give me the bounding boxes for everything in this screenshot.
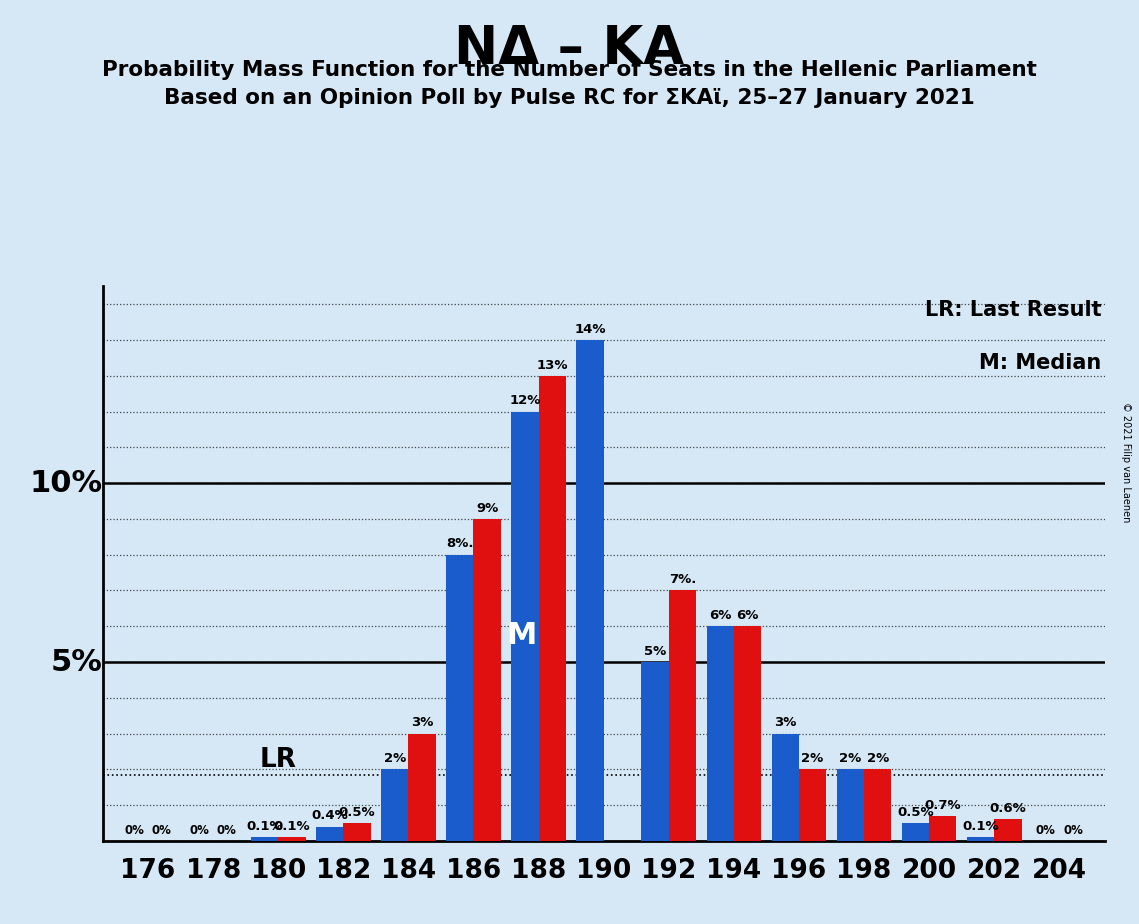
Text: 0.5%: 0.5% [898,806,934,819]
Text: LR: LR [260,747,297,772]
Text: 2%: 2% [802,752,823,765]
Text: 0.7%: 0.7% [925,798,961,811]
Text: M: M [507,621,536,650]
Text: 0%: 0% [1063,823,1083,836]
Text: 7%.: 7%. [669,573,696,586]
Bar [837,770,865,841]
Bar [865,770,892,841]
Bar [251,837,278,841]
Bar [343,823,370,841]
Text: M: Median: M: Median [980,353,1101,373]
Text: 9%: 9% [476,502,498,515]
Text: 0%: 0% [189,823,210,836]
Text: Probability Mass Function for the Number of Seats in the Hellenic Parliament: Probability Mass Function for the Number… [103,60,1036,80]
Bar [539,376,566,841]
Text: 0.1%: 0.1% [246,820,282,833]
Text: NΔ – KA: NΔ – KA [454,23,685,75]
Text: 2%: 2% [384,752,405,765]
Bar [902,823,929,841]
Text: 0.1%: 0.1% [273,820,310,833]
Text: 13%: 13% [536,359,568,371]
Text: 0.4%: 0.4% [311,809,349,822]
Bar [994,820,1022,841]
Text: 0.1%: 0.1% [962,820,999,833]
Bar [798,770,826,841]
Text: 14%: 14% [574,322,606,335]
Text: 0%: 0% [1035,823,1056,836]
Bar [706,626,734,841]
Bar [409,734,436,841]
Bar [967,837,994,841]
Text: 0%: 0% [124,823,145,836]
Text: 2%: 2% [839,752,861,765]
Bar [382,770,409,841]
Bar [576,340,604,841]
Bar [771,734,798,841]
Text: 0%: 0% [151,823,172,836]
Text: 0.5%: 0.5% [338,806,376,819]
Bar [278,837,305,841]
Bar [316,827,343,841]
Bar [641,662,669,841]
Text: © 2021 Filip van Laenen: © 2021 Filip van Laenen [1121,402,1131,522]
Text: 3%: 3% [775,716,796,729]
Text: 8%.: 8%. [446,538,474,551]
Text: 2%: 2% [867,752,888,765]
Bar [929,816,957,841]
Bar [669,590,696,841]
Bar [474,519,501,841]
Text: 0.6%: 0.6% [990,802,1026,815]
Bar [511,411,539,841]
Bar [734,626,761,841]
Text: 5%: 5% [50,648,103,676]
Text: 6%: 6% [736,609,759,622]
Text: Based on an Opinion Poll by Pulse RC for ΣKAϊ, 25–27 January 2021: Based on an Opinion Poll by Pulse RC for… [164,88,975,108]
Text: LR: Last Result: LR: Last Result [925,300,1101,321]
Text: 0%: 0% [216,823,237,836]
Text: 10%: 10% [30,468,103,498]
Text: 12%: 12% [509,395,541,407]
Text: 3%: 3% [411,716,433,729]
Bar [446,554,474,841]
Text: 5%: 5% [644,645,666,658]
Text: 6%: 6% [708,609,731,622]
